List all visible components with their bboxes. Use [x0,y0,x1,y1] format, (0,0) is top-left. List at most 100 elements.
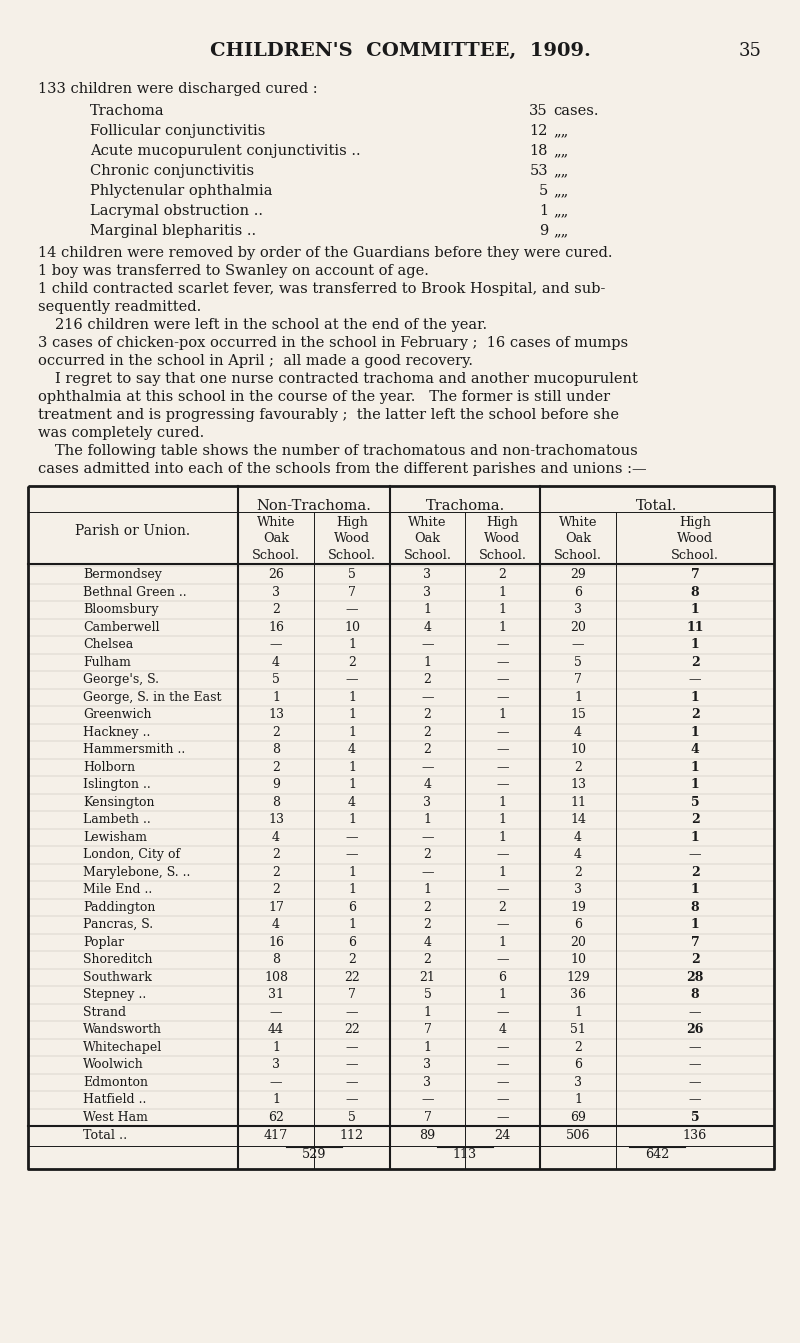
Text: —: — [689,1058,702,1072]
Text: 26: 26 [268,568,284,582]
Text: —: — [346,849,358,861]
Text: Poplar: Poplar [83,936,124,948]
Text: Hammersmith ..: Hammersmith .. [83,743,186,756]
Text: —: — [496,638,509,651]
Text: 10: 10 [570,743,586,756]
Text: 2: 2 [423,954,431,966]
Text: Woolwich: Woolwich [83,1058,144,1072]
Text: —: — [270,1076,282,1089]
Text: 1: 1 [348,884,356,896]
Text: 2: 2 [574,760,582,774]
Text: „„: „„ [553,224,568,238]
Text: 7: 7 [348,988,356,1002]
Text: 2: 2 [272,603,280,616]
Text: 1: 1 [348,638,356,651]
Text: „„: „„ [553,184,568,197]
Text: —: — [496,1076,509,1089]
Text: 7: 7 [690,936,699,948]
Text: 1: 1 [498,620,506,634]
Text: 1: 1 [348,708,356,721]
Text: —: — [496,1093,509,1107]
Text: 62: 62 [268,1111,284,1124]
Text: 6: 6 [348,901,356,913]
Text: Total ..: Total .. [83,1129,127,1143]
Text: Shoreditch: Shoreditch [83,954,153,966]
Text: 6: 6 [574,1058,582,1072]
Text: 3: 3 [423,1076,431,1089]
Text: 3: 3 [423,568,431,582]
Text: 36: 36 [570,988,586,1002]
Text: CHILDREN'S  COMMITTEE,  1909.: CHILDREN'S COMMITTEE, 1909. [210,42,590,60]
Text: —: — [270,1006,282,1019]
Text: 1: 1 [498,796,506,808]
Text: 2: 2 [423,725,431,739]
Text: 15: 15 [570,708,586,721]
Text: Phlyctenular ophthalmia: Phlyctenular ophthalmia [90,184,273,197]
Text: —: — [422,1093,434,1107]
Text: 3: 3 [574,603,582,616]
Text: 1: 1 [423,655,431,669]
Text: 26: 26 [686,1023,704,1037]
Text: occurred in the school in April ;  all made a good recovery.: occurred in the school in April ; all ma… [38,355,473,368]
Text: —: — [346,1041,358,1054]
Text: 113: 113 [453,1148,477,1160]
Text: 642: 642 [645,1148,669,1160]
Text: 1: 1 [423,1006,431,1019]
Text: —: — [496,849,509,861]
Text: 1: 1 [423,814,431,826]
Text: 1: 1 [272,690,280,704]
Text: 4: 4 [272,655,280,669]
Text: —: — [496,690,509,704]
Text: 2: 2 [348,655,356,669]
Text: was completely cured.: was completely cured. [38,426,204,441]
Text: cases admitted into each of the schools from the different parishes and unions :: cases admitted into each of the schools … [38,462,646,475]
Text: 1: 1 [498,586,506,599]
Text: 51: 51 [570,1023,586,1037]
Text: cases.: cases. [553,103,598,118]
Text: 35: 35 [530,103,548,118]
Text: 5: 5 [348,568,356,582]
Text: 2: 2 [690,866,699,878]
Text: Whitechapel: Whitechapel [83,1041,162,1054]
Text: 1: 1 [690,603,699,616]
Text: 12: 12 [530,124,548,138]
Text: 129: 129 [566,971,590,984]
Text: —: — [689,849,702,861]
Text: —: — [346,1076,358,1089]
Text: —: — [689,1041,702,1054]
Text: White
Oak
School.: White Oak School. [554,516,602,561]
Text: 2: 2 [423,743,431,756]
Text: 6: 6 [574,586,582,599]
Text: 216 children were left in the school at the end of the year.: 216 children were left in the school at … [55,318,487,332]
Text: Chelsea: Chelsea [83,638,134,651]
Text: Bethnal Green ..: Bethnal Green .. [83,586,186,599]
Text: 5: 5 [272,673,280,686]
Text: 1: 1 [498,988,506,1002]
Text: 2: 2 [574,866,582,878]
Text: Chronic conjunctivitis: Chronic conjunctivitis [90,164,254,179]
Text: 24: 24 [494,1129,510,1143]
Text: 16: 16 [268,620,284,634]
Text: —: — [496,760,509,774]
Text: 5: 5 [690,1111,699,1124]
Text: 11: 11 [570,796,586,808]
Text: 7: 7 [574,673,582,686]
Text: 1: 1 [498,814,506,826]
Text: 2: 2 [272,725,280,739]
Text: 3 cases of chicken-pox occurred in the school in February ;  16 cases of mumps: 3 cases of chicken-pox occurred in the s… [38,336,628,351]
Text: —: — [689,673,702,686]
Text: —: — [270,638,282,651]
Text: —: — [496,884,509,896]
Text: 1: 1 [498,603,506,616]
Text: 7: 7 [423,1111,431,1124]
Text: Acute mucopurulent conjunctivitis ..: Acute mucopurulent conjunctivitis .. [90,144,361,158]
Text: 1: 1 [272,1093,280,1107]
Text: —: — [496,919,509,931]
Text: —: — [422,638,434,651]
Text: 1: 1 [348,814,356,826]
Text: 9: 9 [538,224,548,238]
Text: 112: 112 [340,1129,364,1143]
Text: 11: 11 [686,620,704,634]
Text: 1: 1 [690,831,699,843]
Text: sequently readmitted.: sequently readmitted. [38,299,202,314]
